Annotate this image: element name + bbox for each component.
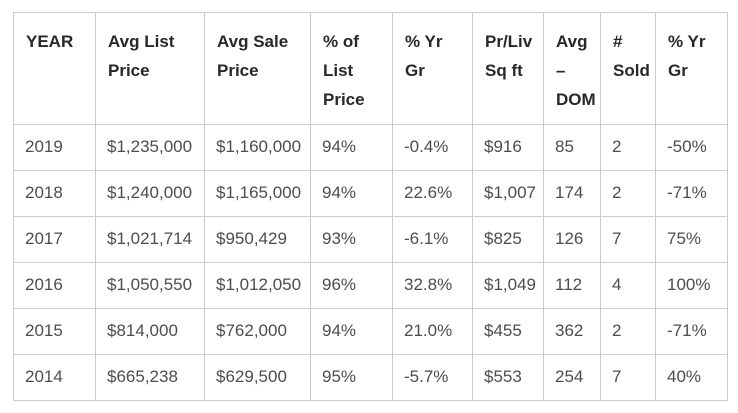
table-cell: 22.6% bbox=[392, 170, 473, 217]
table-cell: 174 bbox=[543, 170, 601, 217]
table-cell: 2014 bbox=[13, 354, 96, 401]
column-header-pct-yr-gr-price: % Yr Gr bbox=[392, 12, 473, 125]
table-cell: $762,000 bbox=[204, 308, 311, 355]
table-cell: 95% bbox=[310, 354, 393, 401]
column-header-avg-list-price: Avg List Price bbox=[95, 12, 205, 125]
column-header-price-per-living-sqft: Pr/Liv Sq ft bbox=[472, 12, 544, 125]
table-cell: $553 bbox=[472, 354, 544, 401]
table-cell: 94% bbox=[310, 124, 393, 171]
table-cell: 4 bbox=[600, 262, 656, 309]
table-cell: 2016 bbox=[13, 262, 96, 309]
table-cell: 2 bbox=[600, 308, 656, 355]
table-cell: -71% bbox=[655, 308, 728, 355]
table-cell: 100% bbox=[655, 262, 728, 309]
column-header-num-sold: # Sold bbox=[600, 12, 656, 125]
table-cell: 112 bbox=[543, 262, 601, 309]
table-row-2019: 2019 $1,235,000 $1,160,000 94% -0.4% $91… bbox=[13, 124, 728, 171]
table-cell: $1,021,714 bbox=[95, 216, 205, 263]
column-header-pct-of-list-price: % of List Price bbox=[310, 12, 393, 125]
table-row-2016: 2016 $1,050,550 $1,012,050 96% 32.8% $1,… bbox=[13, 262, 728, 309]
table-cell: 2015 bbox=[13, 308, 96, 355]
table-cell: 96% bbox=[310, 262, 393, 309]
table-cell: 85 bbox=[543, 124, 601, 171]
table-cell: $455 bbox=[472, 308, 544, 355]
table-cell: -71% bbox=[655, 170, 728, 217]
table-cell: 362 bbox=[543, 308, 601, 355]
table-cell: 126 bbox=[543, 216, 601, 263]
table-cell: 93% bbox=[310, 216, 393, 263]
table-cell: 2 bbox=[600, 170, 656, 217]
table-cell: 2018 bbox=[13, 170, 96, 217]
table-cell: $1,049 bbox=[472, 262, 544, 309]
table-row-2015: 2015 $814,000 $762,000 94% 21.0% $455 36… bbox=[13, 308, 728, 355]
table-row-2014: 2014 $665,238 $629,500 95% -5.7% $553 25… bbox=[13, 354, 728, 401]
table-row-2018: 2018 $1,240,000 $1,165,000 94% 22.6% $1,… bbox=[13, 170, 728, 217]
table-cell: 94% bbox=[310, 308, 393, 355]
table-cell: 2017 bbox=[13, 216, 96, 263]
table-cell: 32.8% bbox=[392, 262, 473, 309]
table-cell: $665,238 bbox=[95, 354, 205, 401]
table-cell: 254 bbox=[543, 354, 601, 401]
table-cell: $916 bbox=[472, 124, 544, 171]
table-cell: -6.1% bbox=[392, 216, 473, 263]
table-row-2017: 2017 $1,021,714 $950,429 93% -6.1% $825 … bbox=[13, 216, 728, 263]
table-cell: $825 bbox=[472, 216, 544, 263]
header-row: YEAR Avg List Price Avg Sale Price % of … bbox=[13, 12, 728, 125]
table-cell: $1,160,000 bbox=[204, 124, 311, 171]
column-header-year: YEAR bbox=[13, 12, 96, 125]
table-cell: 7 bbox=[600, 354, 656, 401]
table-cell: $1,235,000 bbox=[95, 124, 205, 171]
table-cell: 2 bbox=[600, 124, 656, 171]
real-estate-stats-table: YEAR Avg List Price Avg Sale Price % of … bbox=[13, 12, 728, 401]
column-header-pct-yr-gr-sold: % Yr Gr bbox=[655, 12, 728, 125]
table-cell: $814,000 bbox=[95, 308, 205, 355]
table-cell: -0.4% bbox=[392, 124, 473, 171]
table-cell: 7 bbox=[600, 216, 656, 263]
table-cell: $950,429 bbox=[204, 216, 311, 263]
table-cell: $1,240,000 bbox=[95, 170, 205, 217]
column-header-avg-sale-price: Avg Sale Price bbox=[204, 12, 311, 125]
table-cell: $1,050,550 bbox=[95, 262, 205, 309]
table-cell: $1,012,050 bbox=[204, 262, 311, 309]
table-cell: 40% bbox=[655, 354, 728, 401]
table-cell: 75% bbox=[655, 216, 728, 263]
table-cell: 21.0% bbox=[392, 308, 473, 355]
table-cell: -5.7% bbox=[392, 354, 473, 401]
column-header-avg-dom: Avg – DOM bbox=[543, 12, 601, 125]
table-cell: -50% bbox=[655, 124, 728, 171]
table-cell: $1,007 bbox=[472, 170, 544, 217]
table-cell: $629,500 bbox=[204, 354, 311, 401]
table-cell: 94% bbox=[310, 170, 393, 217]
table-cell: $1,165,000 bbox=[204, 170, 311, 217]
table-cell: 2019 bbox=[13, 124, 96, 171]
